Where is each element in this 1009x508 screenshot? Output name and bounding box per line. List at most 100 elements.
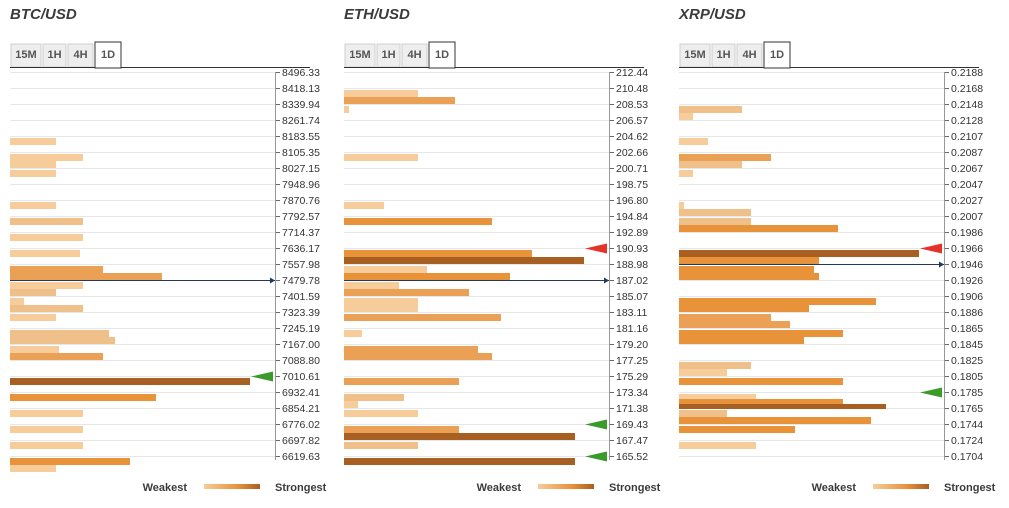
tab-label-1h: 1H [47,49,61,61]
legend-gradient-bar [538,484,594,489]
level-label: 0.1886 [951,307,983,319]
level-label: 6776.02 [282,419,320,431]
confluence-bar [344,433,575,440]
red-marker-triangle [920,243,942,254]
confluence-bar [344,289,469,296]
confluence-bar [679,138,708,145]
legend-weakest-label: Weakest [477,482,522,494]
level-label: 8261.74 [282,115,320,127]
tab-btc-usd-1d[interactable] [94,41,122,69]
confluence-bar [344,410,418,417]
confluence-bar [679,337,804,344]
confluence-bar [344,218,492,225]
level-label: 7792.57 [282,211,320,223]
confluence-bar [679,154,771,161]
confluence-bar [679,257,819,264]
confluence-bar [679,426,795,433]
confluence-bar [344,458,575,465]
level-label: 6932.41 [282,387,320,399]
confluence-bar [10,273,162,280]
level-label: 0.2047 [951,179,983,191]
level-label: 183.11 [616,307,647,319]
confluence-bar [344,273,510,280]
level-label: 185.07 [616,291,648,303]
level-label: 0.2148 [951,99,983,111]
tab-label-4h: 4H [407,49,421,61]
tab-label-4h: 4H [73,49,87,61]
confluence-bar [679,404,886,409]
level-label: 7401.59 [282,291,320,303]
level-label: 202.66 [616,147,648,159]
level-label: 204.62 [616,131,648,143]
confluence-bar [679,305,809,312]
confluence-bar [10,426,83,433]
confluence-bar [679,106,742,113]
confluence-bar [679,202,684,209]
confluence-bar [344,346,478,353]
confluence-bar [344,305,418,312]
level-label: 0.1825 [951,355,983,367]
legend-strongest-label: Strongest [275,482,327,494]
confluence-bar [10,330,109,337]
eth-usd-title: ETH/USD [344,6,410,23]
level-label: 8496.33 [282,67,320,79]
confluence-bar [344,266,427,273]
confluence-bar [344,97,455,104]
legend-weakest-label: Weakest [812,482,857,494]
confluence-bar [10,161,56,168]
level-label: 8339.94 [282,99,320,111]
level-label: 0.2007 [951,211,983,223]
confluence-bar [10,410,83,417]
level-label: 169.43 [616,419,648,431]
confluence-bar [10,465,56,472]
confluence-bar [344,154,418,161]
level-label: 190.93 [616,243,648,255]
level-label: 7010.61 [282,371,320,383]
confluence-bar [10,458,130,465]
tab-label-1h: 1H [716,49,730,61]
confluence-bar [344,330,362,337]
tab-label-1h: 1H [381,49,395,61]
confluence-bar [10,154,83,161]
level-label: 0.1785 [951,387,983,399]
level-label: 167.47 [616,435,648,447]
confluence-bar [344,314,501,321]
confluence-bar [679,113,693,120]
level-label: 188.98 [616,259,648,271]
confluence-bar [10,138,56,145]
level-label: 187.02 [616,275,648,287]
level-label: 7088.80 [282,355,320,367]
confluence-bar [10,314,56,321]
red-marker-triangle [585,243,607,254]
level-label: 0.1805 [951,371,983,383]
confluence-bar [10,234,83,241]
level-label: 0.1744 [951,419,983,431]
level-label: 0.1906 [951,291,983,303]
confluence-bar [10,337,115,344]
level-label: 0.1946 [951,259,983,271]
level-label: 8105.35 [282,147,320,159]
level-label: 6619.63 [282,451,320,463]
confluence-bar [679,442,756,449]
legend-strongest-label: Strongest [944,482,996,494]
confluence-bar [344,106,349,113]
level-label: 181.16 [616,323,648,335]
confluence-bar [679,161,742,168]
level-label: 0.1966 [951,243,983,255]
confluence-bar [10,218,83,225]
tab-xrp-usd-1d[interactable] [763,41,791,69]
level-label: 198.75 [616,179,648,191]
level-label: 7948.96 [282,179,320,191]
confluence-bar [679,330,843,337]
confluence-bar [10,298,24,305]
confluence-bar [344,298,418,305]
tab-label-15m: 15M [15,49,36,61]
tab-eth-usd-1d[interactable] [428,41,456,69]
level-label: 8027.15 [282,163,320,175]
legend-gradient-bar [204,484,260,489]
tab-label-1d: 1D [435,49,449,61]
confluence-bar [10,202,56,209]
level-label: 200.71 [616,163,648,175]
confluence-bar [679,362,751,369]
